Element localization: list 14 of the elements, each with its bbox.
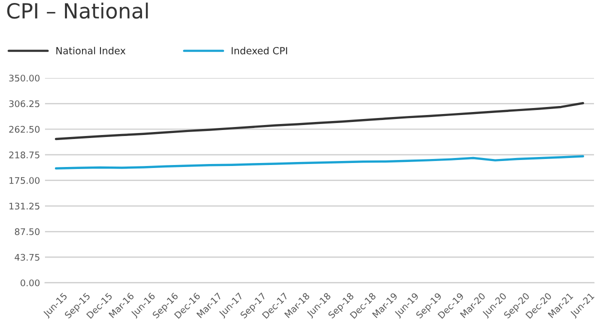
y-tick-label: 175.00 bbox=[10, 177, 40, 184]
legend-label: National Index bbox=[56, 46, 126, 54]
line-series bbox=[54, 155, 584, 170]
line-series bbox=[54, 102, 584, 140]
y-tick-label: 350.00 bbox=[9, 74, 40, 82]
legend-label: Indexed CPI bbox=[232, 46, 288, 54]
y-tick-label: 87.50 bbox=[14, 228, 40, 236]
y-tick-label: 306.25 bbox=[9, 100, 40, 108]
y-tick-label: 43.75 bbox=[14, 254, 40, 261]
y-tick-label: 262.50 bbox=[9, 126, 40, 133]
y-tick-label: 218.75 bbox=[9, 152, 40, 158]
y-tick-label: 0.00 bbox=[20, 279, 40, 286]
chart-title: CPI – National bbox=[7, 2, 148, 19]
y-tick-label: 131.25 bbox=[10, 202, 40, 210]
